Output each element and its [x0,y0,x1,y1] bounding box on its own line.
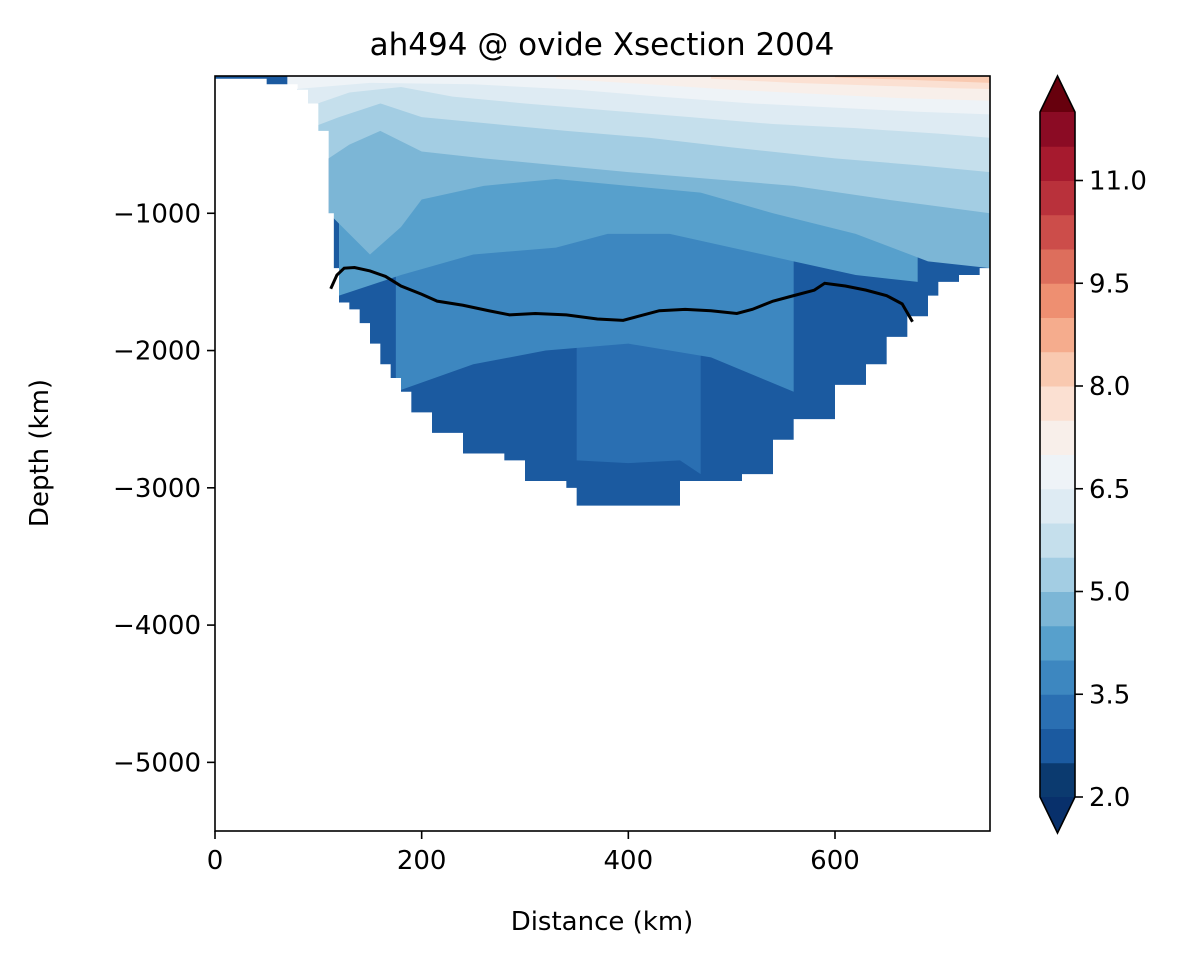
colorbar-segment [1040,112,1075,147]
colorbar-tick-label: 3.5 [1089,680,1130,710]
colorbar-segment [1040,694,1075,729]
y-tick-label: −4000 [113,611,201,641]
colorbar-tick-label: 5.0 [1089,578,1130,608]
plot-frame [214,75,991,832]
y-tick-label: −3000 [113,474,201,504]
y-axis: −1000 −2000 −3000 −4000 −5000 [113,199,215,778]
colorbar-segment [1040,591,1075,627]
colorbar-segment [1040,625,1075,661]
line-series [329,265,914,323]
colorbar-segment [1040,488,1075,524]
colorbar-segment [1040,317,1075,353]
y-axis-label: Depth (km) [25,379,55,527]
bathymetry-mask [215,78,990,831]
y-tick-label: −5000 [113,748,201,778]
colorbar-segment [1040,386,1075,421]
x-axis: 0 200 400 600 [207,831,860,876]
colorbar-tick-label: 2.0 [1089,783,1130,813]
colorbar-extend-max [1040,76,1075,112]
colorbar-tick-label: 9.5 [1089,269,1130,299]
x-axis-label: Distance (km) [511,907,694,937]
colorbar-segment [1040,660,1075,695]
x-tick-label: 0 [207,846,224,876]
x-tick-label: 400 [604,846,654,876]
y-tick-label: −2000 [113,337,201,367]
y-tick-label: −1000 [113,199,201,229]
colorbar-tick-label: 11.0 [1089,167,1147,197]
colorbar-segment [1040,249,1075,284]
colorbar-segment [1040,523,1075,558]
plot-area [215,76,990,831]
colorbar-tick-label: 8.0 [1089,372,1130,402]
colorbar-segment [1040,214,1075,250]
colorbar-segment [1040,351,1075,387]
colorbar: 2.0 3.5 5.0 6.5 8.0 9.5 11.0 [1039,74,1147,835]
colorbar-segment [1040,728,1075,764]
colorbar-segment [1040,557,1075,592]
colorbar-tick-label: 6.5 [1089,475,1130,505]
x-tick-label: 600 [810,846,860,876]
x-tick-label: 200 [397,846,447,876]
colorbar-segment [1040,420,1075,455]
colorbar-segment [1040,180,1075,216]
colorbar-segment [1040,146,1075,181]
chart-title: ah494 @ ovide Xsection 2004 [370,27,835,63]
colorbar-segment [1040,283,1075,318]
contour-band-8 [835,76,990,83]
colorbar-segment [1040,454,1075,490]
colorbar-extend-min [1040,797,1075,833]
colorbar-segment [1040,762,1075,798]
